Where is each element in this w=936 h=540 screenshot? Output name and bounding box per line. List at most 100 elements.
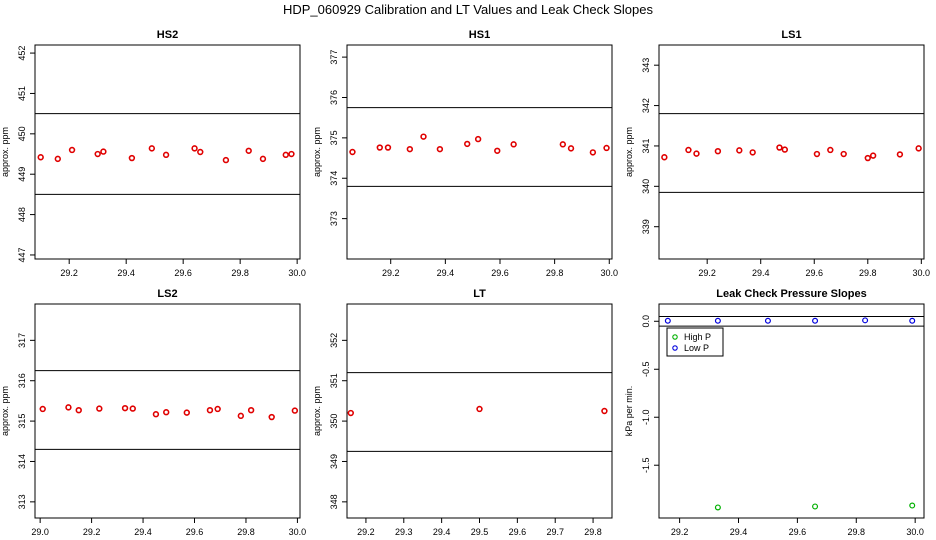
data-point-high-p [910,503,915,508]
x-tick-label: 29.8 [584,527,602,537]
y-axis-label: kPa per min. [624,386,634,437]
data-point [407,147,412,152]
legend-label: High P [684,332,711,342]
x-tick-label: 29.7 [546,527,564,537]
y-tick-label: 317 [17,333,27,348]
data-point [694,151,699,156]
y-tick-label: 352 [329,333,339,348]
x-tick-label: 29.8 [859,268,877,278]
data-point [283,152,288,157]
x-tick-label: 29.4 [437,268,455,278]
panel-5: Leak Check Pressure Slopes kPa per min. 29… [624,288,924,537]
y-tick-label: 374 [329,171,339,186]
x-tick-label: 29.3 [395,527,413,537]
data-point-low-p [813,318,818,323]
plot-frame [347,45,612,259]
data-point [437,147,442,152]
data-point [38,155,43,160]
y-tick-label: 0.0 [641,315,651,328]
data-point [602,409,607,414]
data-point [511,142,516,147]
x-tick-label: 30.0 [288,268,306,278]
data-point-low-p [910,318,915,323]
data-point [715,149,720,154]
data-point [348,411,353,416]
y-tick-label: 342 [641,98,651,113]
y-tick-label: 449 [17,167,27,182]
data-point [66,405,71,410]
y-tick-label: 350 [329,414,339,429]
data-point [154,412,159,417]
panel-3: LS2 approx. ppm 29.0 29.2 29.4 29.6 29.8 30.0 31… [0,288,306,537]
figure-title: HDP_060929 Calibration and LT Values and… [283,2,654,17]
data-point [662,155,667,160]
data-point-low-p [715,318,720,323]
y-tick-label: 373 [329,211,339,226]
panel-title: LT [473,288,486,300]
x-tick-label: 30.0 [913,268,931,278]
data-point [246,148,251,153]
panel-title: LS2 [157,288,177,300]
x-tick-label: 29.4 [730,527,748,537]
data-point [76,408,81,413]
y-tick-label: 341 [641,138,651,153]
data-point [164,410,169,415]
data-point [192,146,197,151]
data-point [476,137,481,142]
data-point-high-p [813,504,818,509]
x-tick-label: 29.6 [186,527,204,537]
y-tick-label: 316 [17,373,27,388]
y-axis-label: approx. ppm [0,386,10,436]
data-point [101,149,106,154]
y-tick-label: 376 [329,90,339,105]
y-tick-label: 375 [329,130,339,145]
data-point [865,156,870,161]
x-tick-label: 29.0 [31,527,49,537]
data-point [224,158,229,163]
panel-0: HS2 approx. ppm 29.2 29.4 29.6 29.8 30.0 447 448… [0,29,306,278]
y-tick-label: 447 [17,247,27,262]
x-tick-label: 29.6 [789,527,807,537]
y-tick-label: 351 [329,373,339,388]
data-point [465,142,470,147]
data-point-low-p [665,318,670,323]
data-point [495,148,500,153]
panel-4: LT approx. ppm 29.2 29.3 29.4 29.5 29.6 29.7 29.… [312,288,612,537]
x-tick-label: 29.8 [546,268,564,278]
data-point [560,142,565,147]
data-point [149,146,154,151]
panel-title: HS2 [157,29,178,41]
x-tick-label: 29.6 [509,527,527,537]
data-point [782,147,787,152]
panel-title: Leak Check Pressure Slopes [716,288,866,300]
data-point [350,150,355,155]
panel-title: HS1 [469,29,490,41]
data-point [377,145,382,150]
y-tick-label: 340 [641,179,651,194]
data-point [130,406,135,411]
data-point [95,152,100,157]
x-tick-label: 30.0 [289,527,307,537]
data-point [129,156,134,161]
x-tick-label: 30.0 [601,268,619,278]
data-point [477,407,482,412]
data-point [292,408,297,413]
x-tick-label: 29.2 [357,527,375,537]
x-tick-label: 29.4 [433,527,451,537]
y-axis-label: approx. ppm [0,127,10,177]
data-point [604,146,609,151]
data-point-low-p [863,318,868,323]
data-point [208,408,213,413]
y-tick-label: 377 [329,50,339,65]
data-point [215,407,220,412]
data-point [737,148,742,153]
x-tick-label: 29.8 [231,268,249,278]
y-axis-label: approx. ppm [624,127,634,177]
data-point [871,153,876,158]
data-point [841,152,846,157]
y-tick-label: 343 [641,58,651,73]
y-tick-label: 314 [17,454,27,469]
data-point [386,145,391,150]
x-tick-label: 29.5 [471,527,489,537]
x-tick-label: 29.2 [382,268,400,278]
